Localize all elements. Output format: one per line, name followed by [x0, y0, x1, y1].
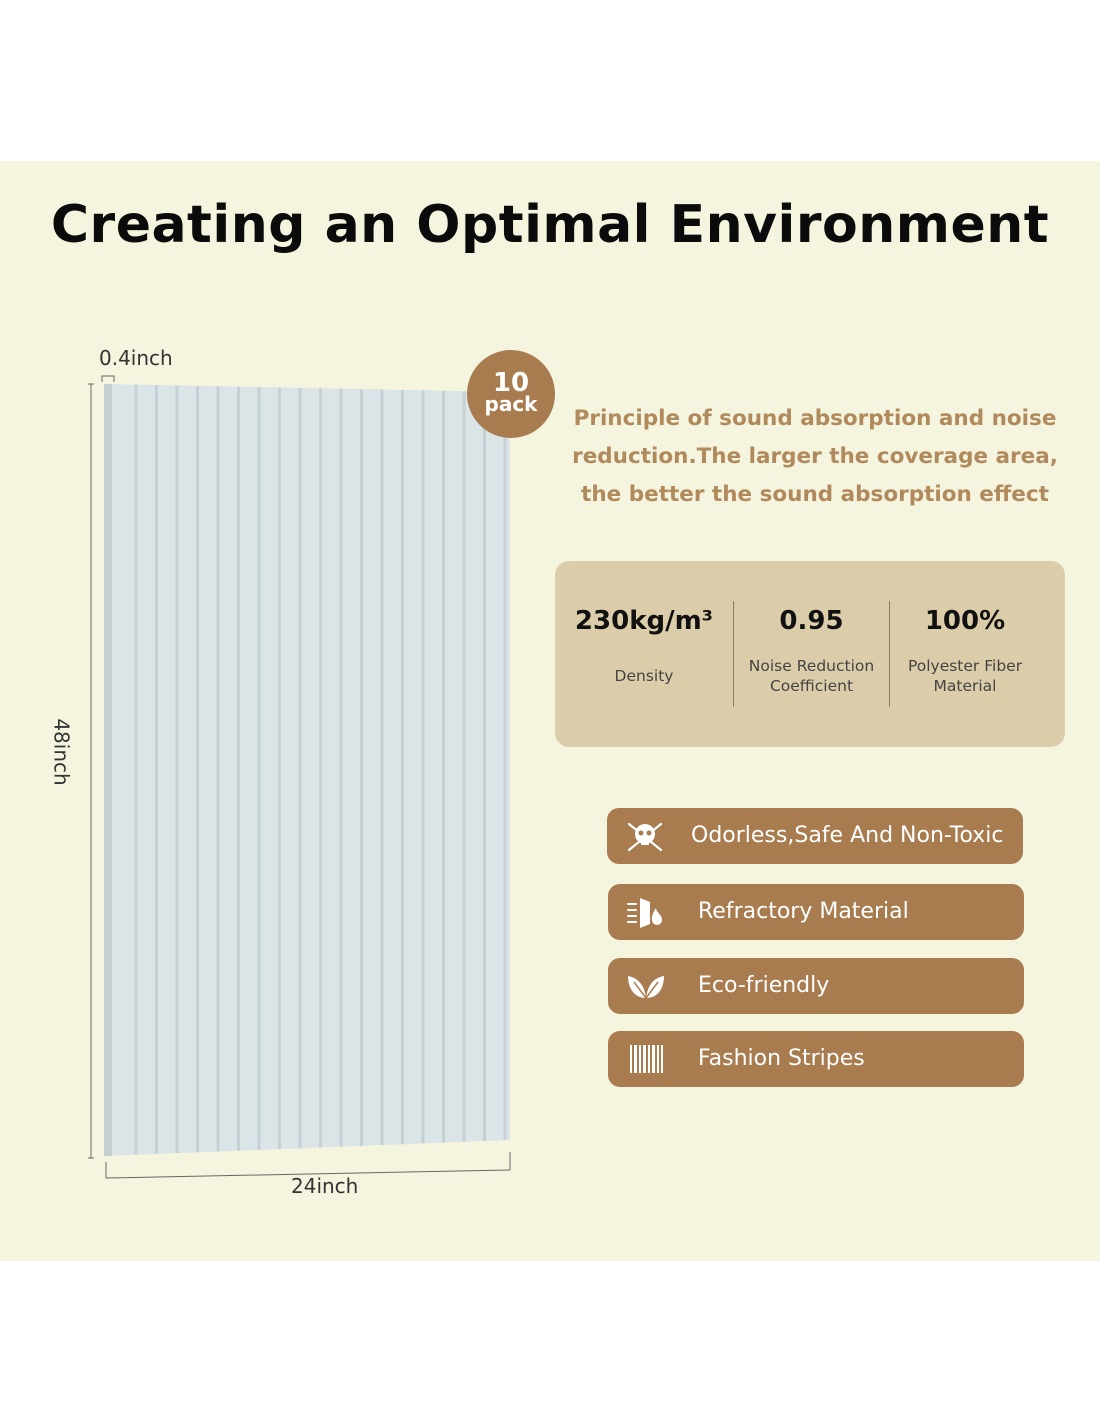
- stat-material: 100% Polyester Fiber Material: [891, 561, 1039, 747]
- pack-count-word: pack: [484, 392, 538, 416]
- feature-eco: Eco-friendly: [608, 958, 1024, 1014]
- feature-label: Eco-friendly: [698, 973, 830, 998]
- principle-description: Principle of sound absorption and noise …: [572, 406, 1058, 507]
- stat-divider: [733, 601, 734, 707]
- page-title: Creating an Optimal Environment: [50, 195, 1050, 255]
- stat-value: 100%: [924, 606, 1006, 636]
- skull-crossbones-icon: [627, 822, 663, 852]
- acoustic-panel-drawing: [88, 375, 511, 1179]
- stat-value: 230kg/m³: [574, 606, 714, 636]
- fire-shield-icon: [627, 898, 662, 928]
- feature-refractory: Refractory Material: [608, 884, 1024, 940]
- feature-non-toxic: Odorless,Safe And Non-Toxic: [607, 808, 1023, 864]
- stat-value: 0.95: [779, 606, 844, 636]
- stat-label: Density: [614, 667, 674, 685]
- panel-illustration: 0.4inch 48inch 24inch: [50, 340, 540, 1220]
- pack-count-badge: 10 pack: [467, 350, 555, 438]
- leaf-icon: [628, 976, 664, 999]
- feature-label: Odorless,Safe And Non-Toxic: [691, 823, 1004, 848]
- feature-stripes: Fashion Stripes: [608, 1031, 1024, 1087]
- feature-label: Fashion Stripes: [698, 1046, 865, 1071]
- thickness-dimension-label: 0.4inch: [99, 346, 173, 370]
- width-dimension-label: 24inch: [291, 1174, 359, 1198]
- stat-density: 230kg/m³ Density: [555, 561, 733, 747]
- stripes-icon: [630, 1045, 663, 1073]
- stat-divider: [889, 601, 890, 707]
- pack-count-number: 10: [492, 368, 530, 398]
- stat-noise-reduction: 0.95 Noise Reduction Coefficient: [735, 561, 888, 747]
- height-dimension-label: 48inch: [49, 718, 74, 786]
- specs-box: 230kg/m³ Density 0.95 Noise Reduction Co…: [555, 561, 1065, 747]
- stat-label: Polyester Fiber Material: [907, 657, 1023, 695]
- stat-label: Noise Reduction Coefficient: [748, 657, 875, 695]
- feature-label: Refractory Material: [698, 899, 909, 924]
- panel-body: [104, 384, 510, 1156]
